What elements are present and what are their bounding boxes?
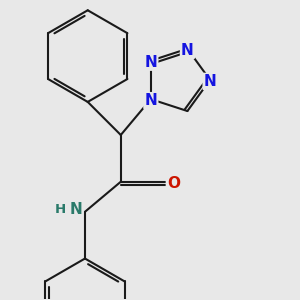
- Text: N: N: [69, 202, 82, 217]
- Text: N: N: [204, 74, 216, 89]
- Text: H: H: [54, 202, 65, 216]
- Text: N: N: [145, 55, 157, 70]
- Text: N: N: [145, 93, 157, 108]
- Text: O: O: [167, 176, 180, 191]
- Text: N: N: [181, 43, 194, 58]
